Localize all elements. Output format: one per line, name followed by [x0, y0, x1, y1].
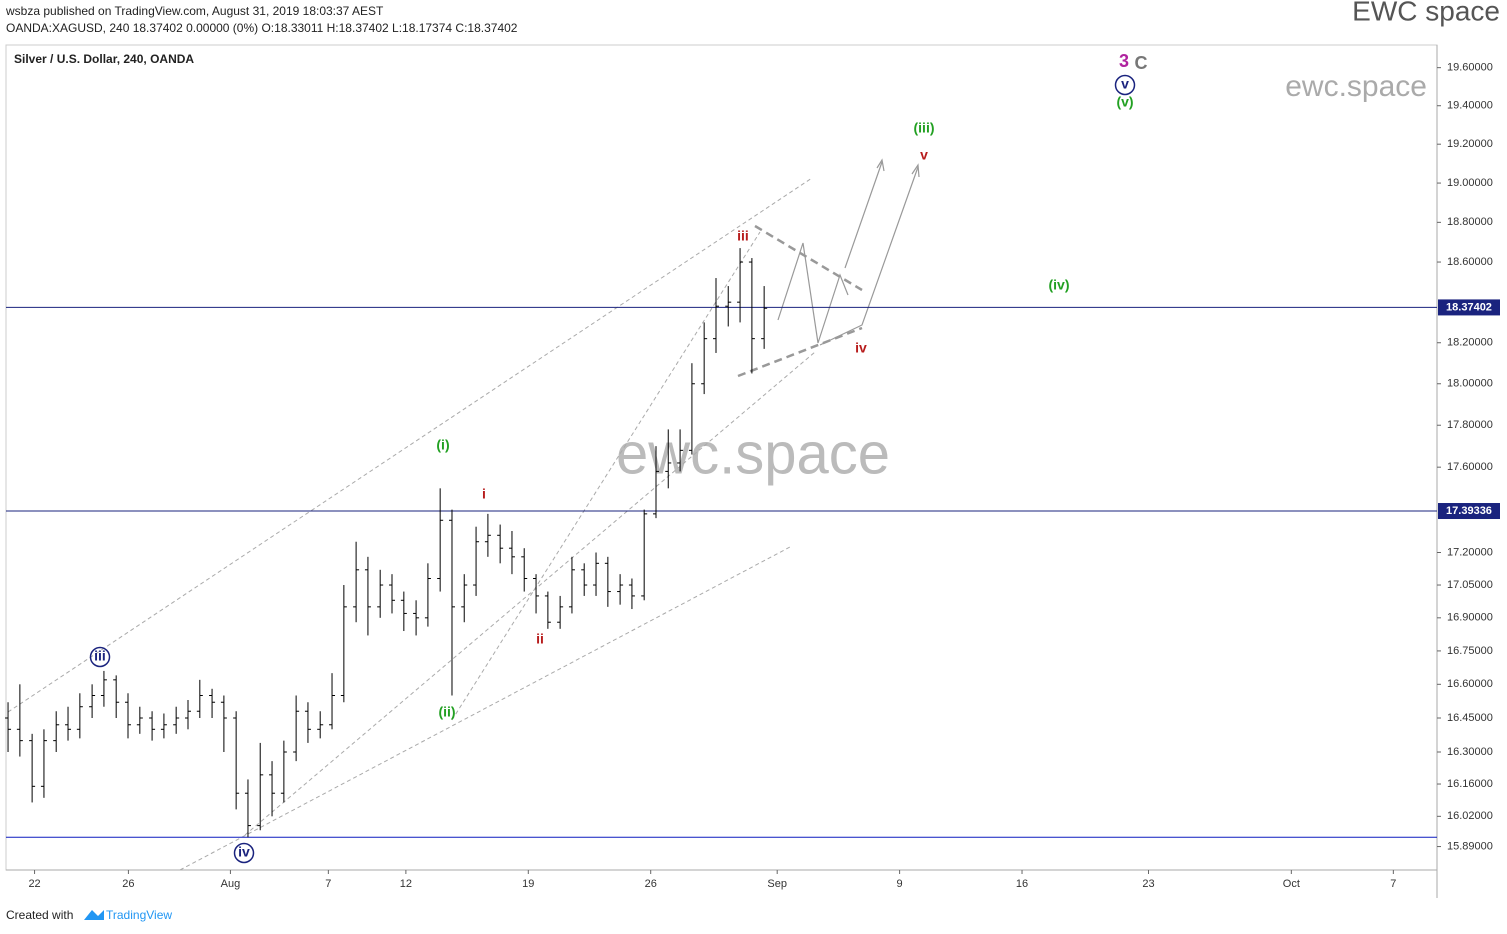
price-label: 17.39336	[1446, 505, 1492, 517]
wave-label: iii	[737, 228, 749, 244]
triangle	[737, 224, 863, 378]
x-tick-label: 26	[122, 878, 134, 890]
y-tick-label: 16.90000	[1447, 612, 1493, 624]
y-tick-label: 16.75000	[1447, 645, 1493, 657]
x-tick-label: Sep	[767, 878, 787, 890]
x-tick-label: 19	[522, 878, 534, 890]
wave-label: iii	[94, 648, 106, 664]
y-tick-label: 15.89000	[1447, 840, 1493, 852]
triangle-edge	[737, 326, 863, 378]
wave-circle	[233, 842, 255, 864]
y-tick-label: 17.20000	[1447, 546, 1493, 558]
y-tick-label: 16.16000	[1447, 778, 1493, 790]
x-tick-label: 7	[325, 878, 331, 890]
x-tick-label: 23	[1142, 878, 1154, 890]
y-tick-label: 18.60000	[1447, 256, 1493, 268]
x-tick-label: 26	[645, 878, 657, 890]
wave-label: iv	[238, 844, 250, 860]
x-tick-label: 12	[400, 878, 412, 890]
y-tick-label: 16.45000	[1447, 712, 1493, 724]
wave-label: (iv)	[1049, 277, 1070, 293]
publisher: wsbza published on TradingView.com, Augu…	[5, 4, 384, 18]
projection-path	[844, 161, 883, 269]
y-tick-label: 19.00000	[1447, 177, 1493, 189]
y-tick-label: 18.80000	[1447, 216, 1493, 228]
projection	[777, 158, 920, 346]
price-label: 18.37402	[1446, 301, 1492, 313]
x-tick-label: Oct	[1283, 878, 1300, 890]
projection-path	[819, 166, 919, 346]
arrowhead	[911, 163, 920, 178]
x-tick-label: 22	[28, 878, 40, 890]
y-tick-label: 18.00000	[1447, 378, 1493, 390]
logo-icon	[84, 910, 104, 920]
wave-circle	[89, 646, 111, 668]
wave-label: v	[1121, 76, 1129, 92]
price-label-box	[1438, 503, 1500, 520]
wave-label: (iii)	[914, 120, 935, 136]
price-label-box	[1438, 299, 1500, 316]
y-tick-label: 18.20000	[1447, 337, 1493, 349]
x-tick-label: 16	[1016, 878, 1028, 890]
trend-line	[244, 351, 816, 836]
trend-line	[451, 231, 761, 721]
y-tick-label: 17.60000	[1447, 461, 1493, 473]
arrowhead	[876, 158, 885, 172]
wave-label: (v)	[1116, 94, 1133, 110]
created-with: Created with	[6, 908, 73, 922]
wave-label: v	[920, 147, 928, 163]
brand: EWC space	[1352, 0, 1500, 26]
y-tick-label: 19.60000	[1447, 62, 1493, 74]
y-tick-label: 17.05000	[1447, 579, 1493, 591]
wave-label: i	[482, 486, 486, 502]
y-tick-label: 19.40000	[1447, 100, 1493, 112]
y-tick-label: 16.02000	[1447, 810, 1493, 822]
wave-circle	[1114, 74, 1136, 96]
chart-title: Silver / U.S. Dollar, 240, OANDA	[14, 52, 194, 66]
wave-label: ii	[536, 631, 544, 647]
y-tick-label: 16.60000	[1447, 678, 1493, 690]
x-tick-label: Aug	[221, 878, 241, 890]
symbol-line: OANDA:XAGUSD, 240 18.37402 0.00000 (0%) …	[6, 21, 518, 35]
y-tick-label: 19.20000	[1447, 138, 1493, 150]
wave-label: C	[1135, 53, 1148, 73]
projection-path	[777, 242, 849, 344]
logo-text: TradingView	[106, 908, 172, 922]
x-tick-label: 7	[1390, 878, 1396, 890]
wave-label: iv	[855, 340, 867, 356]
y-tick-label: 16.30000	[1447, 746, 1493, 758]
wave-label: (i)	[436, 437, 449, 453]
watermark: ewc.space	[616, 421, 890, 486]
x-tick-label: 9	[897, 878, 903, 890]
corner-mark: ewc.space	[1285, 70, 1427, 103]
y-tick-label: 17.80000	[1447, 419, 1493, 431]
trend-line	[179, 546, 791, 871]
triangle-edge	[754, 224, 863, 292]
wave-label: (ii)	[438, 704, 455, 720]
drawings	[7, 177, 816, 871]
wave-label: 3	[1119, 51, 1129, 71]
